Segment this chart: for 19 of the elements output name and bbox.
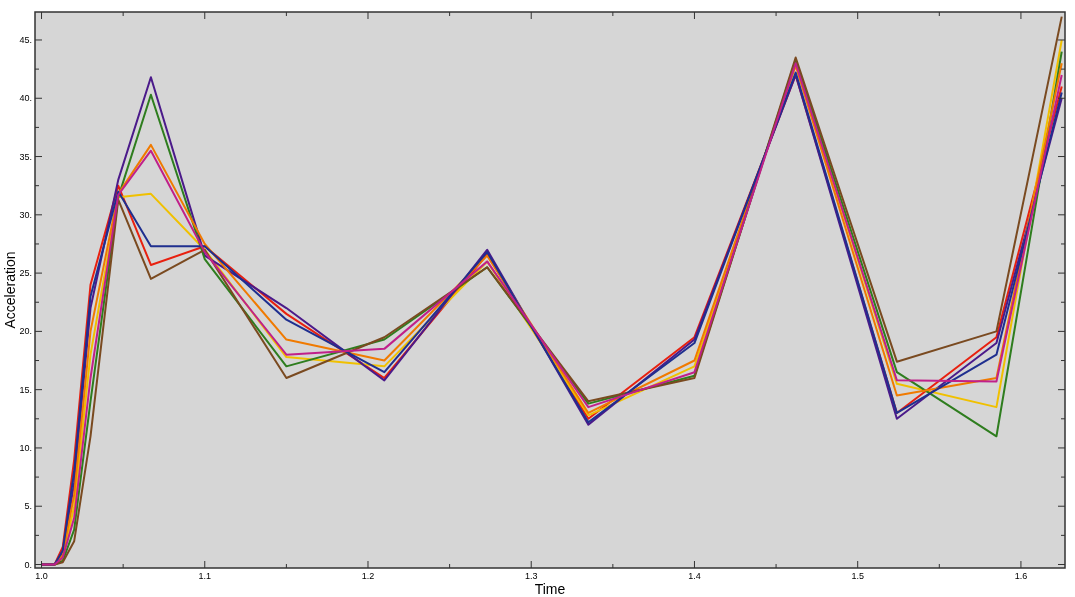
x-tick-label: 1.5 xyxy=(851,571,864,581)
x-axis-title: Time xyxy=(534,581,566,597)
y-tick-label: 0. xyxy=(24,559,32,570)
x-tick-label: 1.1 xyxy=(198,571,212,581)
y-tick-label: 30. xyxy=(19,209,32,220)
y-tick-label: 15. xyxy=(19,384,32,395)
y-tick-label: 25. xyxy=(19,268,32,279)
y-tick-label: 40. xyxy=(19,93,32,104)
x-tick-label: 1.6 xyxy=(1014,571,1028,581)
y-tick-label: 35. xyxy=(19,151,32,162)
y-tick-label: 5. xyxy=(24,501,32,512)
x-tick-label: 1.4 xyxy=(688,571,701,581)
y-axis-title: Acceleration xyxy=(2,251,18,329)
x-tick-label: 1.3 xyxy=(524,571,538,581)
x-tick-label: 1.0 xyxy=(35,571,48,581)
y-tick-label: 45. xyxy=(19,34,32,45)
x-tick-label: 1.2 xyxy=(361,571,375,581)
y-tick-label: 10. xyxy=(19,442,32,453)
y-tick-label: 20. xyxy=(19,326,32,337)
